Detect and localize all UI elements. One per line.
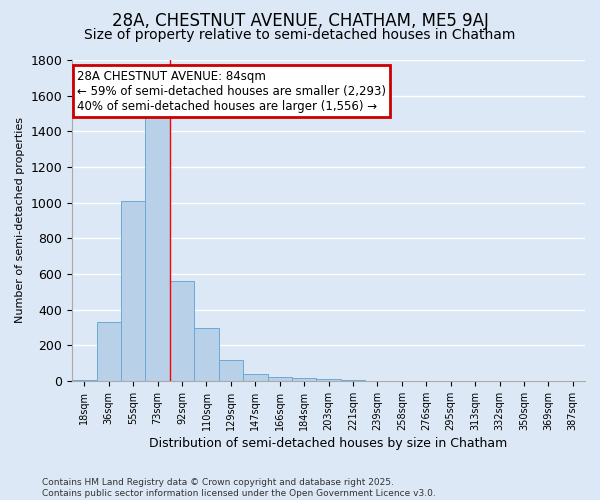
X-axis label: Distribution of semi-detached houses by size in Chatham: Distribution of semi-detached houses by … xyxy=(149,437,508,450)
Text: 28A, CHESTNUT AVENUE, CHATHAM, ME5 9AJ: 28A, CHESTNUT AVENUE, CHATHAM, ME5 9AJ xyxy=(112,12,488,30)
Bar xyxy=(292,378,316,381)
Bar xyxy=(97,322,121,381)
Bar xyxy=(316,379,341,381)
Bar xyxy=(218,360,243,381)
Bar xyxy=(341,380,365,381)
Text: 28A CHESTNUT AVENUE: 84sqm
← 59% of semi-detached houses are smaller (2,293)
40%: 28A CHESTNUT AVENUE: 84sqm ← 59% of semi… xyxy=(77,70,386,112)
Y-axis label: Number of semi-detached properties: Number of semi-detached properties xyxy=(15,118,25,324)
Bar xyxy=(170,281,194,381)
Bar xyxy=(243,374,268,381)
Bar xyxy=(145,116,170,381)
Text: Contains HM Land Registry data © Crown copyright and database right 2025.
Contai: Contains HM Land Registry data © Crown c… xyxy=(42,478,436,498)
Bar xyxy=(268,376,292,381)
Bar xyxy=(194,328,218,381)
Bar xyxy=(121,201,145,381)
Text: Size of property relative to semi-detached houses in Chatham: Size of property relative to semi-detach… xyxy=(85,28,515,42)
Bar xyxy=(72,380,97,381)
